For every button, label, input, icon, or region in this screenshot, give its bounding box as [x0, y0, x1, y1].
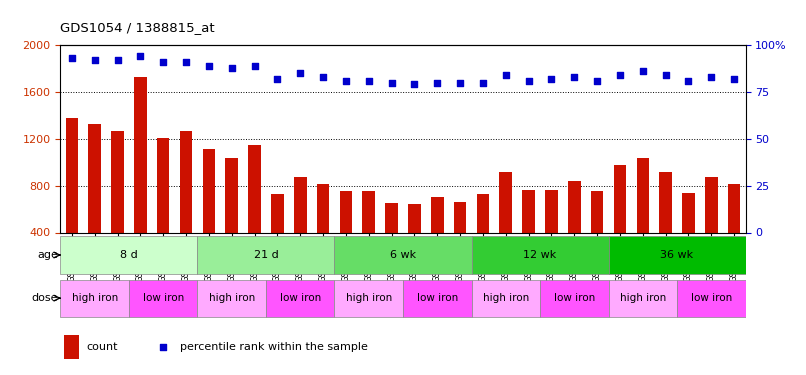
Bar — [659, 172, 672, 232]
Point — [408, 81, 421, 87]
Bar — [271, 194, 284, 232]
Bar — [591, 192, 604, 232]
Bar — [454, 202, 467, 232]
Point — [522, 78, 535, 84]
Text: GDS1054 / 1388815_at: GDS1054 / 1388815_at — [60, 21, 215, 34]
Point — [134, 53, 147, 59]
Point — [728, 76, 741, 82]
Point — [362, 78, 375, 84]
Point — [65, 55, 78, 61]
Text: low iron: low iron — [143, 293, 184, 303]
Text: high iron: high iron — [209, 293, 255, 303]
Bar — [408, 204, 421, 232]
Bar — [334, 237, 472, 274]
Bar — [266, 280, 334, 316]
Bar — [60, 280, 129, 316]
Point — [545, 76, 558, 82]
Bar — [472, 280, 540, 316]
Bar — [385, 203, 398, 232]
Point — [454, 80, 467, 86]
Bar — [545, 190, 558, 232]
Bar — [677, 280, 746, 316]
Bar — [89, 123, 101, 232]
Point — [202, 63, 215, 69]
Bar — [339, 192, 352, 232]
Bar — [609, 237, 746, 274]
Bar — [64, 334, 79, 359]
Bar — [294, 177, 306, 232]
Bar — [431, 197, 443, 232]
Text: low iron: low iron — [417, 293, 458, 303]
Bar — [472, 237, 609, 274]
Bar — [500, 172, 512, 232]
Bar — [60, 237, 197, 274]
Bar — [540, 280, 609, 316]
Point — [339, 78, 352, 84]
Text: 6 wk: 6 wk — [390, 250, 416, 260]
Text: 12 wk: 12 wk — [523, 250, 557, 260]
Bar — [363, 192, 375, 232]
Point — [659, 72, 672, 78]
Text: 21 d: 21 d — [254, 250, 278, 260]
Text: high iron: high iron — [620, 293, 666, 303]
Text: count: count — [86, 342, 118, 352]
Bar — [682, 193, 695, 232]
Bar — [609, 280, 677, 316]
Bar — [728, 184, 741, 232]
Bar — [637, 158, 649, 232]
Text: 8 d: 8 d — [120, 250, 138, 260]
Point — [111, 57, 124, 63]
Bar — [65, 118, 78, 232]
Text: percentile rank within the sample: percentile rank within the sample — [181, 342, 368, 352]
Point — [567, 74, 580, 80]
Bar — [157, 138, 169, 232]
Point — [476, 80, 489, 86]
Point — [271, 76, 284, 82]
Point — [293, 70, 306, 76]
Bar — [568, 181, 580, 232]
Point — [613, 72, 626, 78]
Point — [156, 344, 170, 350]
Bar — [111, 130, 124, 232]
Bar — [134, 76, 147, 232]
Point — [499, 72, 513, 78]
Bar — [334, 280, 403, 316]
Bar — [180, 130, 193, 232]
Point — [317, 74, 330, 80]
Text: low iron: low iron — [691, 293, 732, 303]
Point — [682, 78, 695, 84]
Text: low iron: low iron — [554, 293, 595, 303]
Bar — [403, 280, 472, 316]
Point — [636, 68, 649, 74]
Bar — [197, 280, 266, 316]
Text: low iron: low iron — [280, 293, 321, 303]
Bar — [226, 158, 238, 232]
Text: high iron: high iron — [72, 293, 118, 303]
Point — [88, 57, 101, 63]
Bar — [129, 280, 197, 316]
Bar — [317, 184, 330, 232]
Point — [225, 64, 239, 70]
Bar — [197, 237, 334, 274]
Text: dose: dose — [31, 293, 58, 303]
Text: age: age — [37, 250, 58, 260]
Point — [385, 80, 398, 86]
Bar — [613, 165, 626, 232]
Point — [704, 74, 717, 80]
Text: high iron: high iron — [346, 293, 392, 303]
Text: high iron: high iron — [483, 293, 529, 303]
Point — [248, 63, 261, 69]
Bar — [248, 145, 261, 232]
Bar — [476, 194, 489, 232]
Point — [430, 80, 443, 86]
Bar — [522, 190, 535, 232]
Bar — [705, 177, 717, 232]
Text: 36 wk: 36 wk — [660, 250, 694, 260]
Point — [156, 59, 169, 65]
Bar — [202, 149, 215, 232]
Point — [180, 59, 193, 65]
Point — [591, 78, 604, 84]
